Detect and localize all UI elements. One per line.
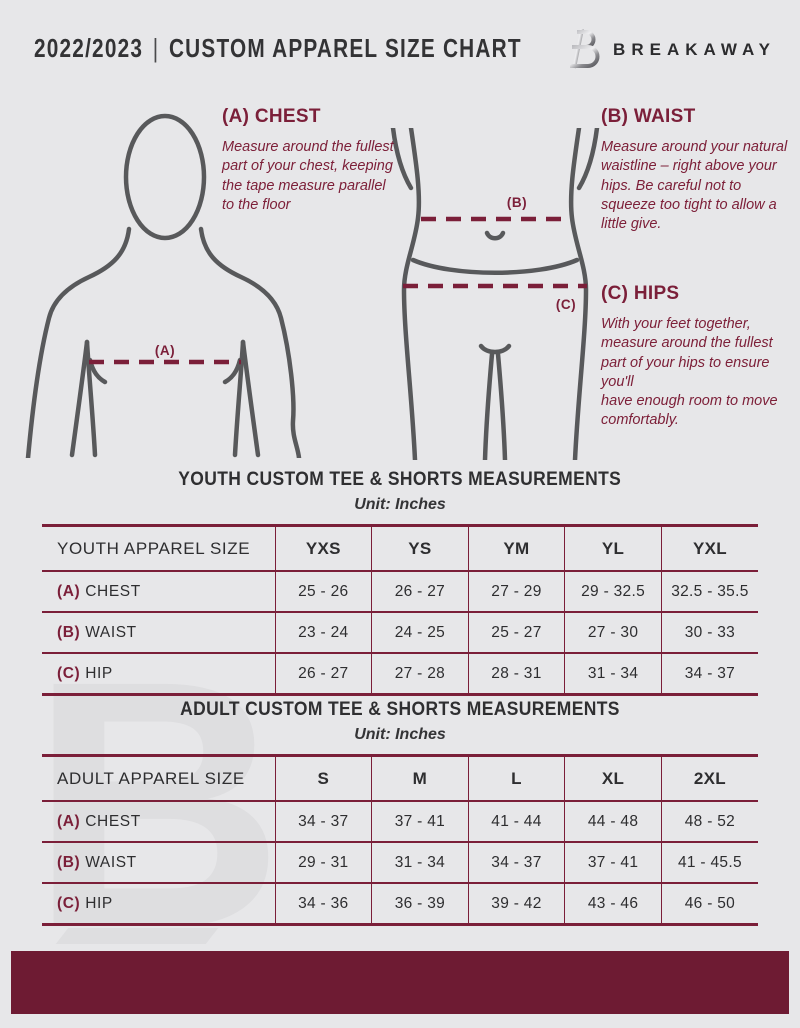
brand-name: BREAKAWAY [613,40,776,59]
measurement-label: (B) WAIST [57,853,137,871]
size-label-header: YOUTH APPAREL SIZE [57,538,251,558]
page-title-text: CUSTOM APPAREL SIZE CHART [168,33,522,63]
chest-guide-body: Measure around the fullest part of your … [222,139,394,213]
size-column-header: L [467,755,565,801]
measurement-value-cell: 34 - 36 [274,883,372,925]
measurement-value-cell: 31 - 34 [564,653,662,695]
measurement-value-cell: 46 - 50 [660,883,758,925]
measurement-label: (C) HIP [57,664,113,682]
page-title: 2022/2023 | CUSTOM APPAREL SIZE CHART [34,33,644,64]
brand-lockup: BREAKAWAY [560,26,770,74]
measurement-row: (C) HIP 34 - 36 36 - 39 39 - 42 43 - 46 46 - … [42,883,758,925]
measurement-value-cell: 27 - 28 [371,653,469,695]
chest-guide: (A) CHEST Measure around the fullest par… [222,106,400,215]
size-column-header: YM [467,525,565,571]
size-header-row: ADULT APPAREL SIZE S M L XL 2XL [42,755,758,801]
youth-unit-label: Unit: Inches [354,496,446,513]
size-column-header: YXL [660,525,758,571]
measurement-value-cell: 29 - 32.5 [564,571,662,612]
measurement-value-cell: 28 - 31 [467,653,565,695]
title-divider: | [152,33,160,63]
measurement-key: (C) [57,894,81,912]
watermark-base-stroke [55,928,219,944]
measurement-value-cell: 34 - 37 [660,653,758,695]
measurement-key: (A) [57,812,81,830]
measurement-value-cell: 25 - 27 [467,612,565,653]
measurement-value-cell: 26 - 27 [274,653,372,695]
measurement-value-cell: 24 - 25 [371,612,469,653]
footer-bar [11,951,789,1014]
measurement-value-cell: 43 - 46 [564,883,662,925]
youth-section-title: YOUTH CUSTOM TEE & SHORTS MEASUREMENTS [178,469,622,490]
watermark-b: B [30,607,284,1001]
measurement-value-cell: 41 - 45.5 [660,842,758,883]
measurement-value-cell: 34 - 37 [274,801,372,842]
size-column-header: XL [564,755,662,801]
measurement-value-cell: 34 - 37 [467,842,565,883]
measurement-value-cell: 23 - 24 [274,612,372,653]
breakaway-logo-icon [561,28,600,71]
page-title-year: 2022/2023 [34,33,144,63]
measurement-value-cell: 29 - 31 [274,842,372,883]
measurement-key: (A) [57,582,81,600]
measurement-row: (B) WAIST 29 - 31 31 - 34 34 - 37 37 - 41 41 … [42,842,758,883]
measurement-key: (C) [57,664,81,682]
hips-guide-body: With your feet together, measure around … [601,316,778,429]
size-column-header: YL [564,525,662,571]
measurement-row: (A) CHEST 34 - 37 37 - 41 41 - 44 44 - 48 48 … [42,801,758,842]
adult-section-title: ADULT CUSTOM TEE & SHORTS MEASUREMENTS [180,699,620,720]
size-column-header: YXS [274,525,372,571]
waist-guide-body: Measure around your natural waistline – … [601,139,788,233]
size-column-header: 2XL [660,755,758,801]
waist-guide: (B) WAIST Measure around your natural wa… [601,106,799,234]
measurement-value-cell: 25 - 26 [274,571,372,612]
size-header-row: YOUTH APPAREL SIZE YXS YS YM YL YXL [42,525,758,571]
adult-unit-label: Unit: Inches [354,726,446,743]
size-label-header: ADULT APPAREL SIZE [57,768,245,788]
measurement-value-cell: 27 - 29 [467,571,565,612]
measurement-value-cell: 30 - 33 [660,612,758,653]
measurement-value-cell: 37 - 41 [371,801,469,842]
hips-figure: (B) (C) [390,128,600,460]
measurement-row: (B) WAIST 23 - 24 24 - 25 25 - 27 27 - 30 30 … [42,612,758,653]
torso-figure: (A) [25,113,302,458]
measurement-label: (B) WAIST [57,623,137,641]
size-column-header: YS [371,525,469,571]
measurement-value-cell: 44 - 48 [564,801,662,842]
youth-size-table: YOUTH APPAREL SIZE YXS YS YM YL YXL (A) CHEST 2… [42,524,758,696]
measurement-label: (A) CHEST [57,812,141,830]
measurement-value-cell: 31 - 34 [371,842,469,883]
measurement-value-cell: 32.5 - 35.5 [660,571,758,612]
waist-guide-heading: (B) WAIST [601,106,696,127]
chest-marker-label: (A) [155,343,175,358]
measurement-label: (C) HIP [57,894,113,912]
measurement-key: (B) [57,623,81,641]
measurement-value-cell: 27 - 30 [564,612,662,653]
measurement-value-cell: 48 - 52 [660,801,758,842]
measurement-value-cell: 36 - 39 [371,883,469,925]
measurement-value-cell: 37 - 41 [564,842,662,883]
chest-guide-heading: (A) CHEST [222,106,321,127]
measurement-value-cell: 26 - 27 [371,571,469,612]
hips-guide: (C) HIPS With your feet together, measur… [601,283,799,431]
adult-size-table: ADULT APPAREL SIZE S M L XL 2XL (A) CHEST 34 - … [42,754,758,926]
measurement-row: (C) HIP 26 - 27 27 - 28 28 - 31 31 - 34 34 - … [42,653,758,695]
measurement-row: (A) CHEST 25 - 26 26 - 27 27 - 29 29 - 32.5 3… [42,571,758,612]
size-column-header: M [371,755,469,801]
measurement-label: (A) CHEST [57,582,141,600]
measurement-value-cell: 39 - 42 [467,883,565,925]
measurement-key: (B) [57,853,81,871]
size-column-header: S [274,755,372,801]
measurement-value-cell: 41 - 44 [467,801,565,842]
hips-guide-heading: (C) HIPS [601,283,680,304]
hip-marker-label: (C) [556,297,576,312]
waist-marker-label: (B) [507,195,527,210]
